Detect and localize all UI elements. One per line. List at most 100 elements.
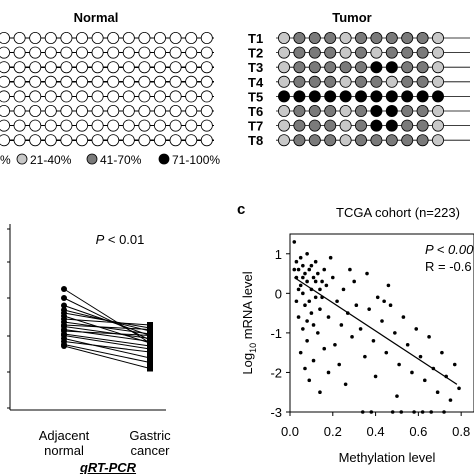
tcga-point bbox=[296, 315, 301, 319]
tcga-point bbox=[298, 283, 303, 288]
tcga-point bbox=[320, 279, 324, 284]
normal-cpg-circle bbox=[185, 105, 198, 118]
normal-cpg-circle bbox=[200, 32, 213, 45]
tumor-cpg-circle bbox=[277, 61, 290, 74]
methylation-legend: % 21-40% 41-70% 71-100% bbox=[0, 153, 220, 167]
normal-cpg-circle bbox=[122, 75, 135, 88]
tumor-cpg-circle bbox=[339, 46, 352, 59]
normal-cpg-circle bbox=[91, 75, 104, 88]
tcga-point bbox=[384, 350, 389, 355]
pcr-xlabel-gastric-2: cancer bbox=[130, 443, 170, 458]
normal-cpg-circle bbox=[153, 90, 166, 103]
pcr-pair-line bbox=[63, 330, 151, 336]
tumor-cpg-circle bbox=[431, 134, 444, 147]
tumor-cpg-circle bbox=[324, 134, 337, 147]
tumor-cpg-circle bbox=[431, 90, 444, 103]
normal-cpg-circle bbox=[44, 119, 57, 132]
normal-cpg-circle bbox=[185, 134, 198, 147]
tcga-point bbox=[360, 410, 365, 414]
normal-cpg-circle bbox=[76, 46, 89, 59]
normal-methylation-grid bbox=[0, 32, 214, 147]
normal-cpg-circle bbox=[185, 32, 198, 45]
tcga-y-tick-label: 1 bbox=[275, 247, 282, 262]
pcr-cancer-point bbox=[147, 359, 153, 366]
tumor-cpg-circle bbox=[431, 46, 444, 59]
panel-letter-c: c bbox=[237, 201, 245, 218]
normal-cpg-circle bbox=[122, 32, 135, 45]
legend-label: 41-70% bbox=[100, 153, 142, 167]
pcr-paired-lines bbox=[63, 288, 151, 369]
tcga-point bbox=[339, 323, 344, 327]
tumor-cpg-circle bbox=[431, 32, 444, 45]
tumor-cpg-circle bbox=[370, 32, 383, 45]
legend-label: % bbox=[0, 153, 11, 167]
tumor-row-label: T5 bbox=[248, 89, 263, 104]
pcr-pair-line bbox=[63, 341, 151, 353]
normal-cpg-circle bbox=[13, 61, 26, 74]
tcga-point bbox=[305, 319, 309, 323]
normal-cpg-circle bbox=[44, 75, 57, 88]
pcr-pair-line bbox=[63, 345, 151, 369]
tumor-cpg-circle bbox=[385, 105, 398, 118]
normal-cpg-circle bbox=[200, 134, 213, 147]
tcga-point bbox=[313, 259, 318, 264]
normal-cpg-circle bbox=[91, 32, 104, 45]
tcga-ylabel-sub: 10 bbox=[248, 343, 258, 353]
normal-cpg-circle bbox=[44, 46, 57, 59]
tumor-cpg-circle bbox=[277, 119, 290, 132]
normal-cpg-circle bbox=[200, 46, 213, 59]
normal-cpg-circle bbox=[169, 119, 182, 132]
normal-cpg-circle bbox=[138, 90, 151, 103]
legend-label: 71-100% bbox=[172, 153, 220, 167]
tumor-cpg-circle bbox=[416, 46, 429, 59]
normal-cpg-circle bbox=[60, 105, 73, 118]
normal-cpg-circle bbox=[91, 134, 104, 147]
pcr-pair-line bbox=[63, 333, 151, 347]
tcga-point bbox=[399, 410, 404, 414]
legend-label: 21-40% bbox=[30, 153, 72, 167]
normal-cpg-circle bbox=[169, 105, 182, 118]
tumor-cpg-circle bbox=[416, 75, 429, 88]
normal-cpg-circle bbox=[60, 75, 73, 88]
tcga-point bbox=[322, 267, 327, 272]
tumor-cpg-circle bbox=[385, 32, 398, 45]
tumor-cpg-circle bbox=[354, 119, 367, 132]
tcga-point bbox=[307, 267, 312, 272]
normal-cpg-circle bbox=[0, 134, 10, 147]
tcga-point bbox=[420, 410, 425, 414]
tcga-point bbox=[418, 354, 423, 359]
normal-cpg-circle bbox=[153, 46, 166, 59]
pcr-cancer-point bbox=[147, 326, 153, 333]
normal-cpg-circle bbox=[200, 61, 213, 74]
tcga-ylabel-prefix: Log bbox=[240, 353, 255, 375]
tumor-cpg-circle bbox=[277, 32, 290, 45]
tumor-cpg-circle bbox=[354, 32, 367, 45]
tcga-xlabel: Methylation level bbox=[339, 450, 436, 465]
tcga-point bbox=[414, 327, 419, 331]
tumor-cpg-circle bbox=[401, 90, 414, 103]
tumor-row-label: T7 bbox=[248, 119, 263, 134]
tumor-cpg-circle bbox=[293, 75, 306, 88]
tcga-point bbox=[318, 390, 322, 395]
normal-cpg-circle bbox=[107, 61, 120, 74]
tcga-point bbox=[301, 275, 305, 280]
normal-cpg-circle bbox=[138, 46, 151, 59]
tcga-x-tick-label: 0.0 bbox=[281, 424, 299, 439]
normal-cpg-circle bbox=[169, 61, 182, 74]
tumor-cpg-circle bbox=[324, 119, 337, 132]
tumor-cpg-circle bbox=[431, 61, 444, 74]
pcr-cancer-point bbox=[147, 322, 153, 328]
tcga-point bbox=[371, 339, 376, 343]
tumor-cpg-circle bbox=[308, 105, 321, 118]
normal-cpg-circle bbox=[76, 119, 89, 132]
pcr-cancer-point bbox=[147, 355, 153, 361]
normal-cpg-circle bbox=[138, 75, 151, 88]
normal-cpg-circle bbox=[76, 90, 89, 103]
normal-cpg-circle bbox=[122, 119, 135, 132]
tcga-point bbox=[390, 410, 395, 414]
tumor-cpg-circle bbox=[324, 46, 337, 59]
normal-cpg-circle bbox=[13, 134, 26, 147]
tcga-point bbox=[296, 287, 301, 292]
normal-cpg-circle bbox=[169, 134, 182, 147]
tumor-cpg-circle bbox=[293, 105, 306, 118]
